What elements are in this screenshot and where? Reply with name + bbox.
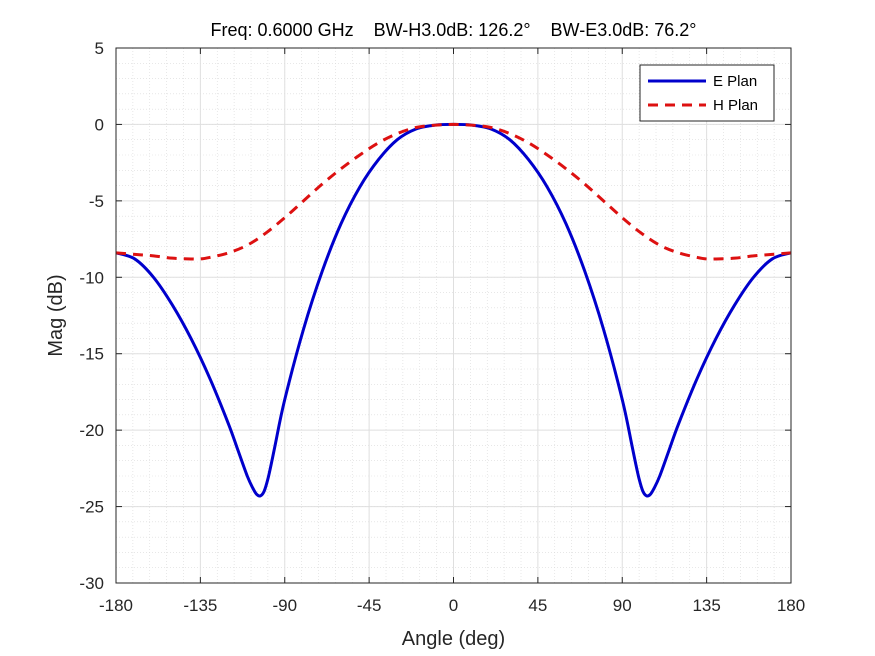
x-tick-label: 90	[613, 596, 632, 615]
y-tick-label: -15	[79, 345, 104, 364]
legend-label: E Plan	[713, 73, 757, 90]
x-tick-label: -180	[99, 596, 133, 615]
y-tick-label: 0	[95, 115, 104, 134]
y-tick-label: -5	[89, 192, 104, 211]
x-tick-label: 45	[528, 596, 547, 615]
series-layer	[115, 122, 792, 498]
x-tick-label: 180	[777, 596, 805, 615]
x-axis-ticks: -180 -135 -90 -45 0 45 90 135 180	[99, 48, 805, 615]
legend-box	[639, 64, 775, 122]
x-tick-label: -135	[183, 596, 217, 615]
chart-title: Freq: 0.6000 GHz BW-H3.0dB: 126.2° BW-E3…	[211, 20, 697, 40]
y-tick-label: -20	[79, 421, 104, 440]
y-axis-ticks: -30 -25 -20 -15 -10 -5 0 5	[79, 39, 791, 593]
y-tick-label: 5	[95, 39, 104, 58]
x-tick-label: 135	[692, 596, 720, 615]
y-tick-label: -10	[79, 268, 104, 287]
series-line-h-plan	[115, 122, 792, 261]
y-tick-label: -30	[79, 574, 104, 593]
y-axis-label: Mag (dB)	[45, 274, 67, 356]
y-tick-label: -25	[79, 498, 104, 517]
legend-label: H Plan	[713, 97, 758, 114]
x-tick-label: 0	[449, 596, 458, 615]
x-tick-label: -45	[357, 596, 382, 615]
x-tick-label: -90	[272, 596, 297, 615]
legend: E Plan H Plan	[639, 64, 775, 122]
x-axis-label: Angle (deg)	[402, 628, 505, 650]
